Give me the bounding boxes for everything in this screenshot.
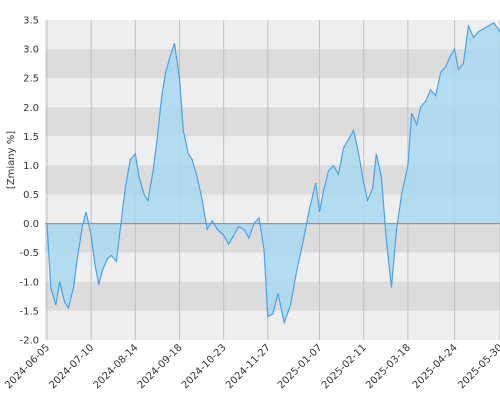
y-tick-labels: 3.5 3.0 2.5 2.0 1.5 1.0 0.5 0.0 -0.5 -1.0 -1.5 -2.0 xyxy=(19,16,39,347)
x-tick-label: 2024-08-14 xyxy=(92,342,141,391)
x-tick-label: 2025-01-07 xyxy=(276,342,325,391)
y-tick-label: 1.5 xyxy=(23,132,39,143)
y-tick-label: -1.0 xyxy=(19,277,39,288)
y-tick-label: 2.0 xyxy=(23,103,39,114)
series-line xyxy=(46,22,500,325)
x-tick-label: 2024-10-23 xyxy=(180,342,229,391)
y-tick-label: 3.5 xyxy=(23,16,39,27)
band xyxy=(45,20,500,50)
x-tick-label: 2025-02-11 xyxy=(320,342,369,391)
x-tick-label: 2024-06-05 xyxy=(3,342,52,391)
x-tick-label: 2024-07-10 xyxy=(47,342,96,391)
y-tick-label: -0.5 xyxy=(19,248,39,259)
x-tick-label: 2025-05-30 xyxy=(456,342,500,391)
band xyxy=(45,49,500,79)
x-tick-label: 2024-11-27 xyxy=(224,342,273,391)
y-tick-label: 1.0 xyxy=(23,161,39,172)
y-tick-label: 2.5 xyxy=(23,74,39,85)
y-tick-label: 0.5 xyxy=(23,190,39,201)
x-tick-label: 2025-04-24 xyxy=(411,342,460,391)
y-tick-label: -1.5 xyxy=(19,306,39,317)
y-tick-label: 0.0 xyxy=(23,219,39,230)
y-tick-label: 3.0 xyxy=(23,45,39,56)
y-tick-label: -2.0 xyxy=(19,336,39,347)
x-tick-label: 2025-03-18 xyxy=(364,342,413,391)
x-tick-labels: 2024-06-052024-07-102024-08-142024-09-18… xyxy=(3,342,500,391)
x-tick-label: 2024-09-18 xyxy=(136,342,185,391)
band xyxy=(45,310,500,340)
y-axis-label: [Zmiany %] xyxy=(6,131,17,189)
